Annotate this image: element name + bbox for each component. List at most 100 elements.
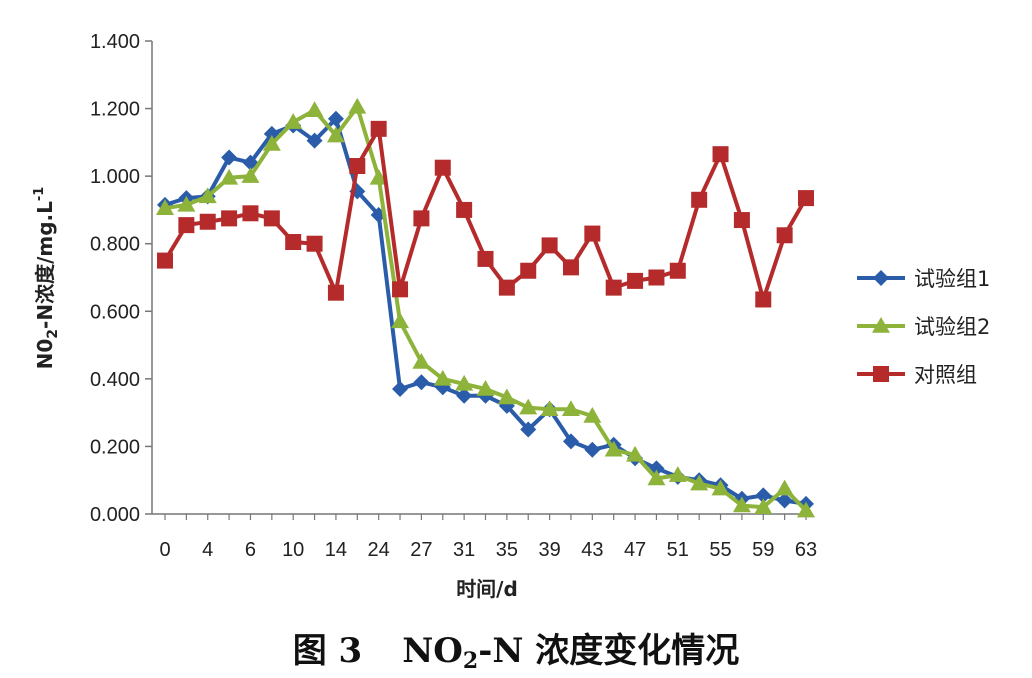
axes xyxy=(151,41,812,515)
data-point xyxy=(305,101,324,118)
data-point xyxy=(263,210,280,227)
x-tick-label: 6 xyxy=(245,539,256,561)
data-point xyxy=(412,352,431,369)
data-point xyxy=(284,113,303,129)
data-point xyxy=(434,159,451,176)
data-point xyxy=(348,97,367,114)
series-2 xyxy=(156,97,815,518)
data-point xyxy=(690,474,709,491)
legend-swatch-marker xyxy=(873,366,889,382)
data-point xyxy=(241,167,260,183)
y-tick-label: 1.200 xyxy=(90,99,140,121)
legend-swatch-marker xyxy=(873,270,889,286)
data-point xyxy=(647,469,666,486)
data-point xyxy=(562,259,579,276)
data-point xyxy=(199,213,216,230)
data-point xyxy=(520,421,537,438)
data-point xyxy=(178,217,195,234)
x-tick-label: 51 xyxy=(667,539,689,561)
data-point xyxy=(456,201,473,218)
data-point xyxy=(520,262,537,279)
x-tick-label: 43 xyxy=(581,539,603,561)
data-point xyxy=(583,407,602,423)
caption-figure-number: 图 3 xyxy=(293,631,363,671)
data-point xyxy=(775,479,794,496)
x-tick-label: 4 xyxy=(202,539,213,561)
series-line xyxy=(163,126,808,302)
x-tick-label: 47 xyxy=(624,539,646,561)
data-point xyxy=(177,195,196,212)
data-point xyxy=(498,279,515,296)
legend: 试验组1 试验组2 对照组 xyxy=(857,267,990,387)
data-point xyxy=(220,168,239,185)
x-tick-label: 10 xyxy=(282,539,304,561)
data-point xyxy=(797,501,815,518)
x-tick-label: 55 xyxy=(709,539,731,561)
y-tick-label: 1.400 xyxy=(90,31,140,53)
data-point xyxy=(561,400,580,417)
y-tick-label: 0.200 xyxy=(90,436,140,458)
y-tick-label: 0.800 xyxy=(90,234,140,256)
legend-label: 试验组2 xyxy=(914,315,990,339)
data-point xyxy=(349,158,366,175)
data-point xyxy=(392,281,409,298)
data-point xyxy=(584,441,601,458)
legend-item: 试验组1 xyxy=(857,267,990,291)
figure-caption: 图 3 NO2-N 浓度变化情况 xyxy=(293,631,740,674)
data-point xyxy=(477,250,494,267)
data-point xyxy=(776,492,793,509)
data-point xyxy=(562,433,579,450)
x-tick-label: 63 xyxy=(795,539,817,561)
legend-item: 试验组2 xyxy=(857,315,990,339)
legend-label: 试验组1 xyxy=(914,267,990,291)
data-point xyxy=(755,487,772,504)
data-point xyxy=(326,126,345,143)
data-point xyxy=(413,210,430,227)
x-tick-label: 35 xyxy=(496,539,518,561)
data-point xyxy=(198,187,217,204)
data-point xyxy=(691,191,708,208)
x-tick-label: 24 xyxy=(368,539,390,561)
data-point xyxy=(369,168,388,185)
data-point xyxy=(648,269,665,286)
data-point xyxy=(604,440,623,457)
data-point xyxy=(306,132,323,149)
data-point xyxy=(755,291,772,308)
data-point xyxy=(754,498,773,514)
data-point xyxy=(776,227,793,244)
data-point xyxy=(221,210,238,227)
y-ticks: 0.000 0.200 0.400 0.600 0.800 1.000 1.200 1.400 xyxy=(90,31,152,526)
x-tick-label: 27 xyxy=(410,539,432,561)
data-point xyxy=(712,146,729,163)
data-point xyxy=(798,190,814,207)
legend-swatch-marker xyxy=(872,317,890,333)
data-point xyxy=(540,400,559,417)
data-point xyxy=(733,212,750,229)
data-point xyxy=(392,380,409,397)
data-point xyxy=(327,110,344,127)
y-tick-label: 0.400 xyxy=(90,369,140,391)
y-axis-title: N02-N浓度/mg.L-1 xyxy=(32,187,61,370)
legend-label: 对照组 xyxy=(914,363,977,387)
series-3 xyxy=(157,120,814,308)
x-tick-label: 59 xyxy=(752,539,774,561)
x-axis-title: 时间/d xyxy=(456,577,518,601)
data-point xyxy=(370,120,387,137)
data-point xyxy=(433,369,452,386)
legend-item: 对照组 xyxy=(857,363,977,387)
data-point xyxy=(497,388,516,405)
data-point xyxy=(285,234,302,251)
data-point xyxy=(668,466,687,482)
data-point xyxy=(732,496,751,513)
data-point xyxy=(626,445,645,462)
data-point xyxy=(519,398,538,415)
data-point xyxy=(262,135,281,151)
data-point xyxy=(306,235,323,252)
y-tick-label: 1.000 xyxy=(90,166,140,188)
data-point xyxy=(605,279,622,296)
data-point xyxy=(391,312,410,329)
data-point xyxy=(476,379,495,396)
data-point xyxy=(156,199,174,215)
data-point xyxy=(627,272,644,289)
